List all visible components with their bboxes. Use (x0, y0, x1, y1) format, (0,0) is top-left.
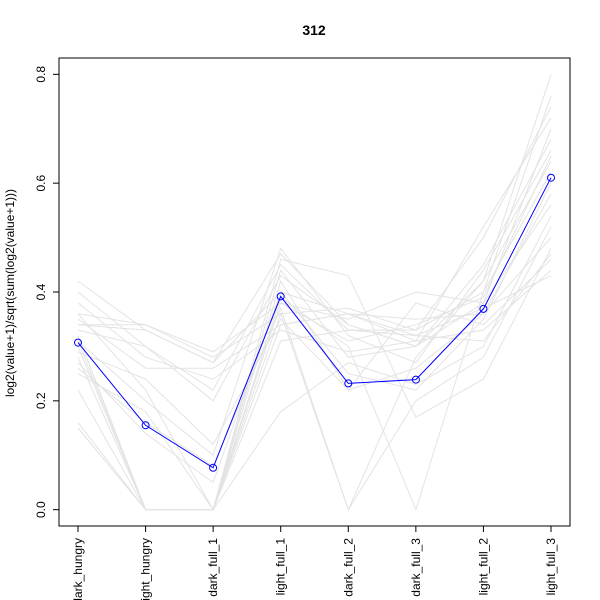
x-tick-label: light_full_1 (274, 538, 288, 596)
highlight-series-group (74, 173, 555, 472)
background-series-line (77, 95, 552, 391)
background-series-line (77, 237, 552, 511)
y-tick-label: 0.6 (34, 175, 48, 192)
background-series-group (77, 74, 552, 512)
highlight-point (344, 379, 353, 388)
highlight-point (411, 375, 420, 384)
y-tick-label: 0.2 (34, 392, 48, 409)
x-tick-label: light_full_2 (476, 538, 490, 596)
x-tick-label: light_full_3 (544, 538, 558, 596)
highlight-point (547, 173, 555, 182)
background-series-line (77, 269, 552, 380)
highlight-point (276, 292, 285, 301)
highlight-point (141, 421, 150, 430)
chart-title: 312 (302, 22, 326, 38)
background-series-line (77, 139, 552, 402)
background-series-line (78, 128, 552, 353)
background-series-line (77, 204, 552, 511)
y-tick-label: 0.8 (34, 66, 48, 83)
background-series-line (77, 226, 552, 511)
background-series-line (77, 248, 552, 512)
highlight-series-line (77, 177, 552, 469)
highlight-point (479, 304, 488, 313)
x-tick-label: dark_full_2 (341, 538, 355, 597)
axes-group: 0.0 0.2 0.4 0.6 0.8 dark_hungry light_hungry da… (34, 66, 558, 600)
y-tick-label: 0.4 (34, 283, 48, 300)
x-tick-label: dark_full_1 (206, 538, 220, 597)
highlight-point (74, 338, 82, 347)
background-series-line (77, 215, 552, 511)
y-axis-label: log2(value+1)/sqrt(sum(log2(value+1))) (3, 189, 17, 397)
x-tick-label: dark_hungry (71, 538, 85, 600)
plot-frame (58, 57, 571, 527)
y-tick-label: 0.0 (34, 501, 48, 518)
highlight-point (209, 463, 218, 472)
x-tick-label: dark_full_3 (409, 538, 423, 597)
x-tick-label: light_hungry (139, 538, 153, 600)
background-series-line (77, 275, 552, 364)
background-series-line (77, 155, 552, 511)
background-series-line (77, 182, 552, 484)
